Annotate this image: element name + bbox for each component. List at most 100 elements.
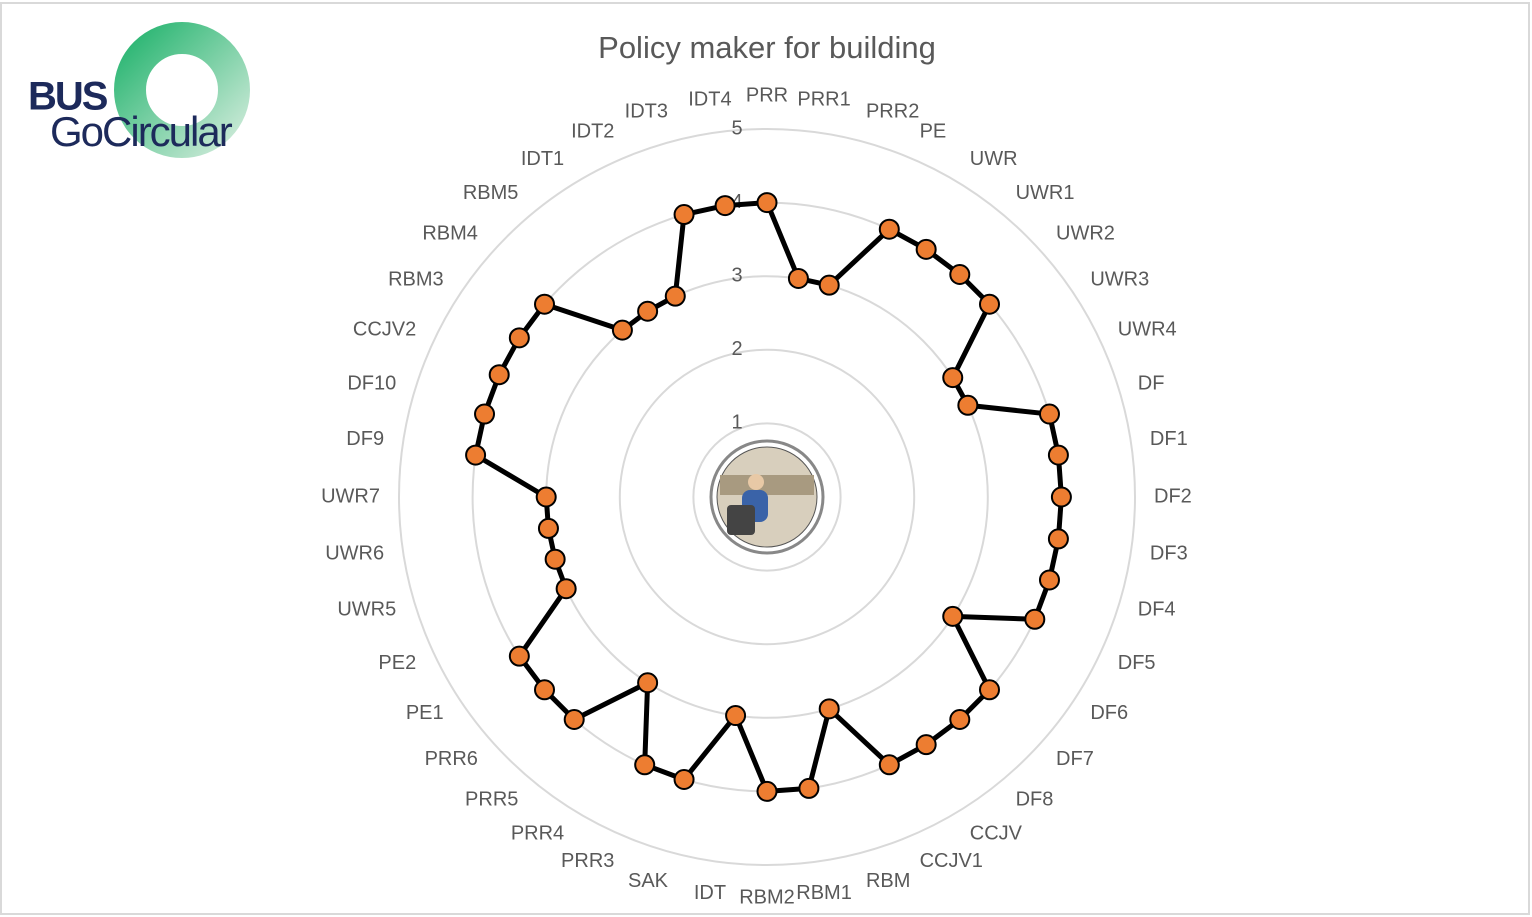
category-label: IDT2 <box>571 121 614 143</box>
data-point <box>878 754 900 776</box>
category-label: PRR1 <box>797 88 850 110</box>
data-point <box>1038 569 1060 591</box>
data-point <box>474 403 496 425</box>
data-point <box>1024 608 1046 630</box>
logo: BUS GoCircular <box>28 22 250 158</box>
data-point <box>949 264 971 286</box>
data-point <box>957 394 979 416</box>
data-point <box>949 708 971 730</box>
category-label: CCJV1 <box>920 850 983 872</box>
category-label: CCJV <box>970 823 1023 845</box>
data-point <box>942 367 964 389</box>
category-label: RBM <box>866 870 910 892</box>
category-label: DF9 <box>346 428 384 450</box>
data-point <box>537 517 559 539</box>
category-label: RBM2 <box>739 886 795 908</box>
data-point <box>1050 486 1072 508</box>
category-label: SAK <box>628 870 669 892</box>
category-label: IDT <box>694 882 726 904</box>
data-point <box>915 734 937 756</box>
data-point <box>637 300 659 322</box>
data-point <box>1047 528 1069 550</box>
data-point <box>534 293 556 315</box>
data-point <box>555 578 577 600</box>
category-label: CCJV2 <box>353 319 416 341</box>
category-label: RBM5 <box>463 182 519 204</box>
category-label: DF8 <box>1016 788 1054 810</box>
data-point <box>818 698 840 720</box>
category-label: UWR4 <box>1118 319 1177 341</box>
category-label: UWR7 <box>321 485 380 507</box>
category-label: PE1 <box>406 702 444 724</box>
category-label: PRR5 <box>465 788 518 810</box>
data-point <box>756 192 778 214</box>
data-point <box>787 267 809 289</box>
grid-ring <box>692 422 842 572</box>
category-label: DF4 <box>1138 598 1176 620</box>
category-label: UWR <box>970 148 1018 170</box>
data-point <box>978 679 1000 701</box>
r-tick-label: 2 <box>731 338 742 360</box>
data-point <box>673 204 695 226</box>
data-point <box>611 319 633 341</box>
r-tick-label: 3 <box>731 264 742 286</box>
category-label: UWR3 <box>1090 268 1149 290</box>
category-label: PRR2 <box>866 101 919 123</box>
category-label: DF5 <box>1118 652 1156 674</box>
r-tick-label: 5 <box>731 117 742 139</box>
category-label: PE2 <box>378 652 416 674</box>
data-point <box>465 444 487 466</box>
logo-ring <box>114 22 250 158</box>
data-point <box>725 705 747 727</box>
data-point <box>878 218 900 240</box>
r-tick-label: 4 <box>731 191 742 213</box>
data-point <box>673 768 695 790</box>
data-point <box>818 274 840 296</box>
data-point <box>508 327 530 349</box>
category-label: PRR <box>746 84 788 106</box>
category-label: DF10 <box>347 372 396 394</box>
category-label: RBM4 <box>422 223 478 245</box>
category-label: UWR6 <box>325 542 384 564</box>
category-label: DF7 <box>1056 748 1094 770</box>
data-point <box>637 672 659 694</box>
grid-ring <box>618 348 916 646</box>
category-label: IDT3 <box>625 101 668 123</box>
category-label: DF1 <box>1150 428 1188 450</box>
category-label: PE <box>920 121 947 143</box>
data-point <box>756 780 778 802</box>
category-label: IDT4 <box>688 88 731 110</box>
data-point <box>978 293 1000 315</box>
category-label: PRR3 <box>561 850 614 872</box>
r-tick-label: 1 <box>731 412 742 434</box>
category-label: DF3 <box>1150 542 1188 564</box>
data-point <box>714 195 736 217</box>
data-point <box>915 238 937 260</box>
logo-text: GoCircular <box>50 108 233 155</box>
category-label: UWR5 <box>337 598 396 620</box>
center-picture <box>709 439 825 555</box>
data-point <box>508 645 530 667</box>
category-label: RBM1 <box>796 882 852 904</box>
data-point <box>1047 444 1069 466</box>
category-label: DF6 <box>1090 702 1128 724</box>
data-point <box>798 777 820 799</box>
category-label: PRR6 <box>425 748 478 770</box>
category-label: DF2 <box>1154 485 1192 507</box>
data-point <box>563 708 585 730</box>
data-point <box>534 679 556 701</box>
data-point <box>664 285 686 307</box>
category-label: UWR1 <box>1016 182 1075 204</box>
data-point <box>488 364 510 386</box>
category-label: UWR2 <box>1056 223 1115 245</box>
grid-ring <box>398 128 1136 866</box>
category-label: RBM3 <box>388 268 444 290</box>
data-point <box>942 605 964 627</box>
logo-text: BUS <box>28 75 108 119</box>
chart-title: Policy maker for building <box>598 30 936 65</box>
category-label: PRR4 <box>511 823 564 845</box>
data-point <box>535 486 557 508</box>
data-point <box>634 754 656 776</box>
